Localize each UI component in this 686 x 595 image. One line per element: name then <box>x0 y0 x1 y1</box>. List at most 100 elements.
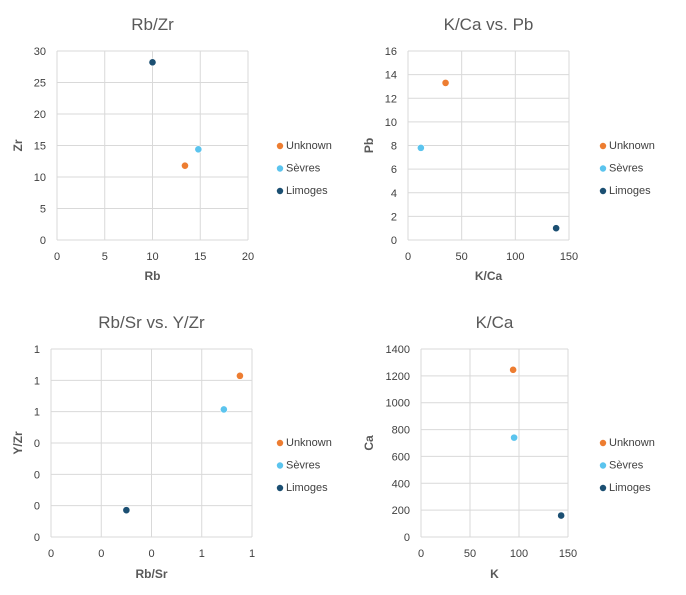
data-point-sevres <box>194 145 203 154</box>
y-axis-label: Zr <box>11 139 25 151</box>
legend-marker-unknown <box>276 439 284 447</box>
x-tick-label: 0 <box>98 548 104 560</box>
x-tick-label: 15 <box>194 251 206 263</box>
x-tick-label: 50 <box>464 548 476 560</box>
y-tick-label: 10 <box>34 172 46 184</box>
y-tick-label: 15 <box>34 141 46 153</box>
data-point-limoges <box>122 506 131 515</box>
y-axis-label: Pb <box>362 138 376 153</box>
y-axis-label: Y/Zr <box>11 431 25 455</box>
chart-title: Rb/Sr vs. Y/Zr <box>98 313 205 332</box>
x-axis-label: K/Ca <box>475 269 503 283</box>
y-tick-label: 600 <box>392 451 410 463</box>
x-tick-label: 100 <box>510 548 528 560</box>
legend: Unknown Sèvres Limoges <box>599 140 655 197</box>
legend-label-sevres: Sèvres <box>609 460 644 472</box>
x-tick-label: 100 <box>506 251 524 263</box>
y-tick-label: 30 <box>34 46 46 58</box>
legend-marker-sevres <box>276 462 284 469</box>
y-tick-label: 0 <box>40 235 46 247</box>
x-tick-label: 50 <box>456 251 468 263</box>
y-tick-label: 6 <box>391 164 397 176</box>
legend-marker-limoges <box>276 484 284 492</box>
x-tick-label: 1 <box>249 548 255 560</box>
y-tick-label: 12 <box>385 93 397 105</box>
chart-title: K/Ca vs. Pb <box>444 15 534 34</box>
y-tick-label: 20 <box>34 109 46 121</box>
y-tick-label: 1 <box>34 375 40 387</box>
legend-label-unknown: Unknown <box>609 437 655 449</box>
y-tick-label: 10 <box>385 117 397 129</box>
x-tick-label: 10 <box>146 251 158 263</box>
x-tick-label: 0 <box>54 251 60 263</box>
legend-label-unknown: Unknown <box>286 140 332 152</box>
data-point-sevres <box>510 433 518 442</box>
legend-label-limoges: Limoges <box>286 482 328 494</box>
x-tick-label: 20 <box>242 251 254 263</box>
legend: Unknown Sèvres Limoges <box>276 437 332 494</box>
legend-marker-sevres <box>599 462 607 469</box>
chart-title: K/Ca <box>476 313 514 332</box>
y-tick-label: 0 <box>391 235 397 247</box>
x-tick-label: 150 <box>560 251 578 263</box>
legend: Unknown Sèvres Limoges <box>276 140 332 197</box>
data-point-unknown <box>181 161 189 170</box>
x-axis-label: Rb <box>145 269 161 283</box>
y-tick-label: 400 <box>392 478 410 490</box>
legend-label-limoges: Limoges <box>286 185 328 197</box>
legend-label-unknown: Unknown <box>286 437 332 449</box>
y-tick-label: 0 <box>34 438 40 450</box>
y-tick-label: 5 <box>40 204 46 216</box>
data-point-sevres <box>416 143 425 152</box>
y-tick-label: 1000 <box>386 398 410 410</box>
y-tick-label: 0 <box>34 532 40 544</box>
y-tick-label: 4 <box>391 188 397 200</box>
x-tick-label: 150 <box>559 548 577 560</box>
legend-label-unknown: Unknown <box>609 140 655 152</box>
x-tick-label: 0 <box>148 548 154 560</box>
y-tick-label: 8 <box>391 141 397 153</box>
chart-title: Rb/Zr <box>131 15 174 34</box>
x-axis-label: Rb/Sr <box>135 567 167 581</box>
data-point-sevres <box>219 405 228 414</box>
data-point-unknown <box>236 371 244 380</box>
y-tick-label: 2 <box>391 211 397 223</box>
y-tick-label: 200 <box>392 505 410 517</box>
legend-marker-limoges <box>599 187 607 195</box>
data-point-limoges <box>557 511 566 520</box>
y-tick-label: 0 <box>404 532 410 544</box>
legend: Unknown Sèvres Limoges <box>599 437 655 494</box>
data-point-unknown <box>441 78 450 87</box>
legend-marker-unknown <box>276 142 284 150</box>
y-axis-label: Ca <box>362 435 376 451</box>
y-tick-label: 25 <box>34 78 46 90</box>
y-tick-label: 1 <box>34 344 40 356</box>
legend-label-sevres: Sèvres <box>286 460 321 472</box>
y-tick-label: 1200 <box>386 371 410 383</box>
x-axis-label: K <box>490 567 499 581</box>
y-tick-label: 1 <box>34 407 40 419</box>
x-tick-label: 0 <box>405 251 411 263</box>
x-tick-label: 1 <box>199 548 205 560</box>
legend-label-limoges: Limoges <box>609 185 651 197</box>
chart-2: K/Ca vs. Pb 0 50 100 150 0 2 4 6 8 10 12 14 16 K/Ca Pb U… <box>362 15 655 283</box>
legend-label-sevres: Sèvres <box>286 163 321 175</box>
chart-4: K/Ca 0 50 100 150 0 200 400 600 800 1000 1200 1400 K C… <box>362 313 655 581</box>
legend-marker-limoges <box>599 484 607 492</box>
legend-marker-unknown <box>599 439 607 447</box>
y-tick-label: 14 <box>385 70 397 82</box>
y-tick-label: 16 <box>385 46 397 58</box>
data-point-limoges <box>552 224 561 233</box>
legend-label-limoges: Limoges <box>609 482 651 494</box>
y-tick-label: 0 <box>34 501 40 513</box>
legend-marker-unknown <box>599 142 607 150</box>
legend-label-sevres: Sèvres <box>609 163 644 175</box>
y-tick-label: 0 <box>34 469 40 481</box>
y-tick-label: 800 <box>392 425 410 437</box>
legend-marker-limoges <box>276 187 284 195</box>
chart-1: Rb/Zr 0 5 10 15 20 0 5 10 15 20 25 30 Rb Zr Unknown Sèvr… <box>11 15 332 283</box>
x-tick-label: 5 <box>102 251 108 263</box>
y-tick-label: 1400 <box>386 344 410 356</box>
